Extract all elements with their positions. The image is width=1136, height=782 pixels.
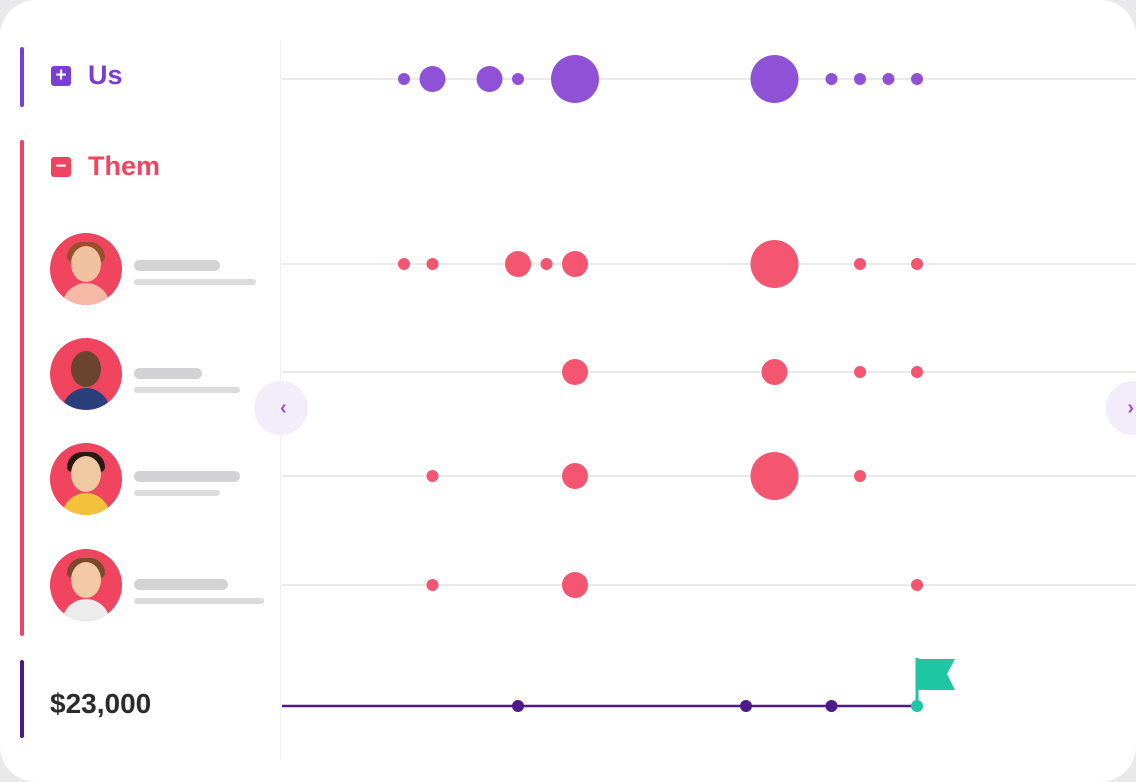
activity-dot[interactable] (911, 258, 923, 270)
activity-dot[interactable] (911, 73, 923, 85)
them-group-toggle[interactable]: − Them (51, 151, 160, 182)
activity-dot[interactable] (562, 251, 588, 277)
avatar (50, 233, 122, 305)
scroll-left-button[interactable]: ‹ (254, 381, 308, 435)
activity-dot[interactable] (562, 463, 588, 489)
activity-dot[interactable] (761, 359, 788, 385)
participant-name-placeholder (134, 368, 202, 379)
participant-row[interactable] (50, 233, 270, 309)
participant-title-placeholder (134, 598, 264, 604)
activity-dot[interactable] (911, 579, 923, 591)
activity-dot[interactable] (419, 66, 446, 92)
activity-dot[interactable] (911, 366, 923, 378)
deal-event-dot (512, 700, 524, 712)
participant-row[interactable] (50, 338, 270, 414)
participant-row[interactable] (50, 549, 270, 625)
avatar (50, 338, 122, 410)
participant-row[interactable] (50, 443, 270, 519)
deal-bar (20, 660, 24, 738)
activity-dot[interactable] (476, 66, 503, 92)
activity-dot[interactable] (551, 55, 599, 103)
activity-dot[interactable] (882, 73, 895, 85)
deal-event-dot (740, 700, 752, 712)
activity-dot[interactable] (426, 579, 439, 591)
activity-dot[interactable] (750, 55, 799, 103)
activity-dot[interactable] (854, 258, 866, 270)
avatar (50, 443, 122, 515)
activity-dot[interactable] (540, 258, 553, 270)
activity-dot[interactable] (562, 572, 588, 598)
deal-close-dot (911, 700, 923, 712)
us-group-label: Us (88, 60, 123, 90)
deal-event-dot (825, 700, 838, 712)
activity-dot[interactable] (750, 452, 799, 500)
activity-dot[interactable] (512, 73, 524, 85)
chevron-right-icon: › (1127, 396, 1134, 419)
activity-dot[interactable] (398, 73, 410, 85)
participants-panel: + Us − Them (0, 0, 280, 782)
activity-dot[interactable] (854, 73, 866, 85)
chevron-left-icon: ‹ (280, 396, 287, 419)
flag-icon (917, 659, 955, 690)
participant-title-placeholder (134, 490, 220, 496)
participant-title-placeholder (134, 387, 240, 393)
activity-dot[interactable] (426, 470, 439, 482)
us-group-toggle[interactable]: + Us (51, 60, 123, 91)
activity-dot[interactable] (854, 366, 866, 378)
us-group-bar (20, 47, 24, 107)
activity-dot[interactable] (750, 240, 799, 288)
avatar (50, 549, 122, 621)
activity-dot[interactable] (505, 251, 531, 277)
deal-amount: $23,000 (50, 688, 152, 719)
activity-dot[interactable] (398, 258, 410, 270)
them-group-bar (20, 140, 24, 636)
participant-name-placeholder (134, 471, 240, 482)
activity-dot[interactable] (854, 470, 866, 482)
activity-dot[interactable] (426, 258, 439, 270)
participant-name-placeholder (134, 260, 220, 271)
minus-square-icon: − (51, 156, 71, 177)
them-group-label: Them (88, 151, 161, 181)
participant-title-placeholder (134, 279, 256, 285)
activity-dot[interactable] (825, 73, 838, 85)
activity-dot[interactable] (562, 359, 588, 385)
plus-square-icon: + (51, 65, 71, 86)
participant-name-placeholder (134, 579, 228, 590)
